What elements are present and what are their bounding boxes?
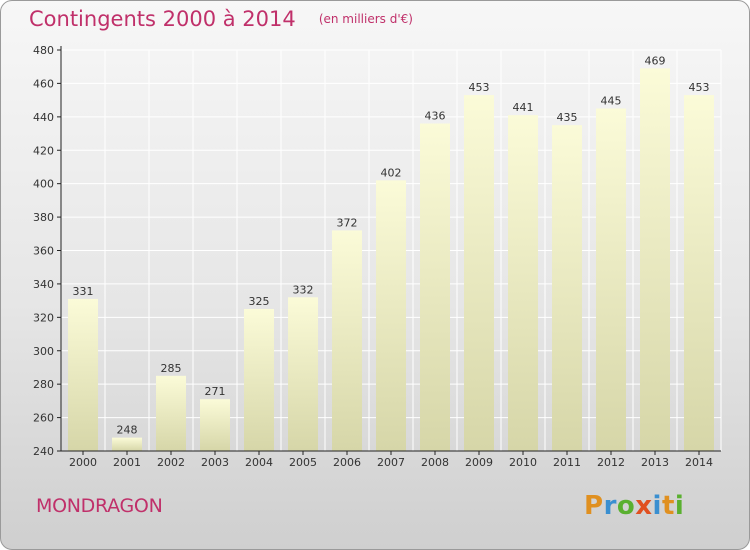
bar: [596, 108, 626, 452]
x-tick-label: 2012: [597, 456, 625, 469]
x-tick-label: 2007: [377, 456, 405, 469]
y-tick-label: 260: [33, 412, 54, 425]
y-tick-label: 280: [33, 378, 54, 391]
chart-subtitle: (en milliers d'€): [318, 12, 413, 26]
proxiti-logo: Proxiti: [584, 491, 685, 521]
y-tick-label: 240: [33, 445, 54, 458]
y-tick-label: 480: [33, 44, 54, 57]
title-row: Contingents 2000 à 2014 (en milliers d'€…: [29, 7, 413, 31]
x-tick-label: 2004: [245, 456, 273, 469]
y-tick-label: 400: [33, 178, 54, 191]
bar: [464, 95, 494, 452]
bar: [332, 230, 362, 451]
bar: [288, 297, 318, 451]
x-tick-label: 2008: [421, 456, 449, 469]
x-tick-label: 2009: [465, 456, 493, 469]
bar: [200, 399, 230, 451]
data-label: 325: [249, 295, 270, 308]
bar: [376, 180, 406, 451]
bar: [508, 115, 538, 451]
bar: [640, 68, 670, 452]
data-label: 435: [557, 111, 578, 124]
data-label: 445: [601, 94, 622, 107]
x-tick-label: 2003: [201, 456, 229, 469]
x-tick-label: 2010: [509, 456, 537, 469]
data-label: 372: [337, 216, 358, 229]
x-tick-label: 2014: [685, 456, 713, 469]
x-tick-label: 2005: [289, 456, 317, 469]
y-tick-label: 420: [33, 144, 54, 157]
bar: [68, 298, 98, 451]
chart-title: Contingents 2000 à 2014: [29, 7, 296, 31]
data-label: 469: [645, 54, 666, 67]
y-tick-label: 360: [33, 245, 54, 258]
data-label: 436: [425, 110, 446, 123]
data-label: 332: [293, 283, 314, 296]
y-tick-label: 380: [33, 211, 54, 224]
data-label: 441: [513, 101, 534, 114]
x-tick-label: 2002: [157, 456, 185, 469]
data-label: 453: [469, 81, 490, 94]
data-label: 331: [73, 285, 94, 298]
data-label: 271: [205, 385, 226, 398]
x-tick-label: 2001: [113, 456, 141, 469]
data-label: 453: [689, 81, 710, 94]
bars-layer: 331 248 285 271 325 332 372 402 436 453 441 435 445 4…: [68, 54, 714, 452]
x-tick-label: 2006: [333, 456, 361, 469]
bar: [112, 437, 142, 451]
y-tick-label: 340: [33, 278, 54, 291]
bar: [684, 95, 714, 452]
bar: [244, 308, 274, 451]
place-name: MONDRAGON: [36, 495, 163, 517]
y-tick-label: 440: [33, 111, 54, 124]
x-tick-label: 2000: [69, 456, 97, 469]
y-tick-label: 300: [33, 345, 54, 358]
bar: [420, 123, 450, 452]
y-tick-label: 320: [33, 311, 54, 324]
data-label: 402: [381, 166, 402, 179]
bar: [156, 375, 186, 451]
y-tick-label: 460: [33, 77, 54, 90]
data-label: 285: [161, 362, 182, 375]
x-tick-label: 2013: [641, 456, 669, 469]
axis-layer: 240 260 280 300 320 340 360 380 400 420 440 460 480 2…: [33, 44, 721, 469]
bar: [552, 125, 582, 451]
x-tick-label: 2011: [553, 456, 581, 469]
data-label: 248: [117, 424, 138, 437]
